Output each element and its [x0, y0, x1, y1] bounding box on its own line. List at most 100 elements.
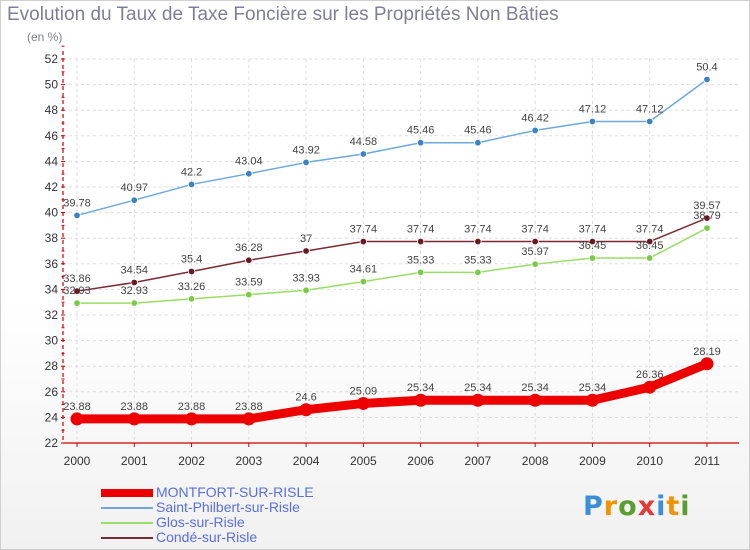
legend-label: Saint-Philbert-sur-Risle: [156, 499, 300, 515]
data-label: 45.46: [464, 125, 492, 137]
series-point: [187, 295, 196, 303]
series-point: [73, 299, 81, 307]
series-point: [531, 260, 539, 268]
data-label: 37.74: [636, 224, 664, 236]
series-point: [245, 290, 253, 299]
series-point: [187, 267, 196, 276]
y-tick-label: 46: [45, 129, 59, 143]
line-chart: 22 24 26 28 30 32 34 36 38 40 42 44 46 48 50 52 2000 2001…: [45, 45, 739, 468]
data-label: 23.88: [121, 401, 149, 413]
y-tick-label: 34: [45, 282, 59, 296]
legend-label: MONTFORT-SUR-RISLE: [156, 484, 314, 500]
data-label: 43.04: [235, 156, 263, 168]
series-point: [416, 237, 425, 246]
series-point: [646, 237, 654, 246]
series-line: [72, 359, 712, 424]
y-tick-label: 52: [45, 52, 59, 66]
x-tick-label: 2003: [235, 454, 262, 468]
data-label: 25.34: [464, 382, 492, 394]
series-point: [474, 268, 482, 277]
x-tick-label: 2002: [178, 454, 205, 468]
data-label: 35.4: [181, 253, 202, 265]
data-label: 25.09: [350, 385, 378, 397]
proxiti-logo: Proxiti: [583, 491, 691, 522]
data-label: 47.12: [579, 103, 607, 115]
series-point: [127, 412, 141, 426]
data-label: 37.74: [464, 224, 492, 236]
series-point: [588, 117, 597, 126]
y-tick-label: 36: [45, 257, 59, 271]
series-point: [703, 214, 711, 222]
data-label: 37.74: [407, 224, 435, 236]
series-point: [130, 278, 138, 287]
data-label: 47.12: [636, 103, 664, 115]
data-label: 23.88: [178, 401, 206, 413]
series-point: [302, 158, 310, 167]
data-label: 38.79: [693, 210, 721, 222]
series-point: [73, 211, 81, 220]
axes: 22 24 26 28 30 32 34 36 38 40 42 44 46 48 50 52 2000 2001…: [45, 45, 739, 468]
x-tick-label: 2010: [636, 454, 663, 468]
data-label: 34.61: [350, 264, 378, 276]
data-label: 36.45: [579, 240, 607, 252]
x-tick-label: 2006: [407, 454, 434, 468]
series-line: [76, 78, 708, 217]
series-point: [245, 169, 253, 178]
legend-swatch: [101, 537, 153, 539]
series-point: [528, 393, 542, 407]
data-label: 42.2: [181, 166, 202, 178]
series-point: [703, 224, 711, 232]
data-labels: 23.88 23.88 23.88 23.88 24.6 25.09 25.34 25.34 2…: [63, 61, 721, 412]
data-label: 36.28: [235, 242, 263, 254]
series-point: [414, 393, 428, 407]
data-label: 44.58: [350, 136, 378, 148]
series-layer: [70, 75, 714, 426]
y-tick-label: 44: [45, 154, 59, 168]
y-tick-label: 48: [45, 103, 59, 117]
series-point: [245, 256, 253, 264]
unit-label: (en %): [27, 30, 63, 44]
data-label: 37.74: [350, 224, 378, 236]
series-point: [299, 403, 313, 417]
x-tick-label: 2005: [350, 454, 377, 468]
data-label: 23.88: [63, 401, 91, 413]
data-label: 32.93: [63, 285, 91, 297]
y-tick-label: 38: [45, 231, 59, 245]
data-label: 46.42: [521, 112, 549, 124]
y-tick-label: 32: [45, 308, 59, 322]
series-point: [70, 412, 84, 426]
data-label: 28.19: [693, 346, 721, 358]
series-point: [643, 380, 657, 394]
series-point: [531, 126, 539, 135]
x-tick-label: 2001: [121, 454, 148, 468]
series-point: [703, 75, 711, 84]
series-line: [76, 227, 708, 304]
y-tick-label: 26: [45, 385, 59, 399]
data-label: 32.93: [121, 285, 149, 297]
legend-label: Glos-sur-Risle: [156, 514, 245, 530]
series-point: [646, 254, 654, 262]
data-label: 40.97: [121, 182, 149, 194]
series-point: [531, 237, 539, 246]
data-label: 35.97: [521, 246, 549, 258]
data-label: 39.57: [693, 200, 721, 212]
series-point: [185, 412, 199, 426]
y-tick-label: 40: [45, 206, 59, 220]
series-point: [700, 357, 714, 371]
y-tick-label: 50: [45, 78, 59, 92]
series-point: [588, 254, 597, 262]
data-label: 34.54: [121, 264, 149, 276]
data-label: 25.34: [407, 382, 435, 394]
x-tick-label: 2007: [465, 454, 492, 468]
x-tick-label: 2009: [579, 454, 606, 468]
data-label: 33.93: [292, 272, 320, 284]
x-tick-label: 2011: [694, 454, 720, 468]
legend-swatch: [101, 522, 153, 524]
data-label: 25.34: [521, 382, 549, 394]
y-tick-label: 42: [45, 180, 59, 194]
series-point: [302, 286, 310, 294]
y-tick-label: 22: [45, 436, 59, 450]
series-point: [359, 277, 368, 286]
data-label: 50.4: [696, 61, 717, 73]
